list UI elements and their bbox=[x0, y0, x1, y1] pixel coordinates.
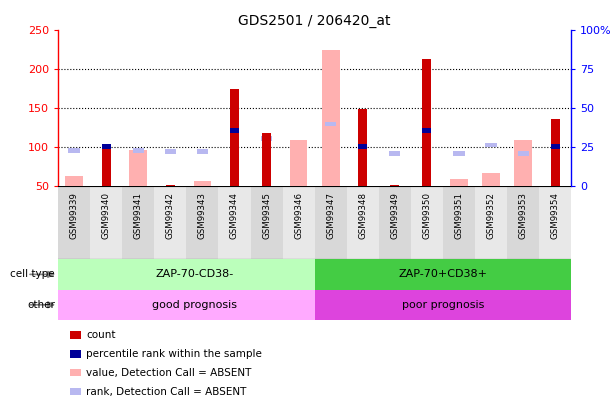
Bar bbox=[325, 122, 336, 126]
Bar bbox=[482, 173, 500, 186]
Bar bbox=[390, 185, 400, 186]
Bar bbox=[165, 149, 176, 153]
Bar bbox=[475, 186, 507, 259]
Text: GSM99341: GSM99341 bbox=[134, 192, 143, 239]
Bar bbox=[443, 186, 475, 259]
Bar bbox=[230, 89, 239, 186]
Bar bbox=[518, 151, 529, 156]
Text: GSM99343: GSM99343 bbox=[198, 192, 207, 239]
Bar bbox=[90, 186, 122, 259]
Text: rank, Detection Call = ABSENT: rank, Detection Call = ABSENT bbox=[86, 386, 246, 396]
Bar bbox=[219, 186, 251, 259]
Text: GSM99348: GSM99348 bbox=[358, 192, 367, 239]
Bar bbox=[101, 147, 111, 186]
Bar bbox=[251, 186, 283, 259]
Text: GSM99349: GSM99349 bbox=[390, 192, 400, 239]
Bar bbox=[315, 186, 347, 259]
Text: GSM99340: GSM99340 bbox=[101, 192, 111, 239]
Text: GSM99346: GSM99346 bbox=[294, 192, 303, 239]
Bar bbox=[155, 186, 186, 259]
Text: value, Detection Call = ABSENT: value, Detection Call = ABSENT bbox=[86, 368, 252, 378]
Text: percentile rank within the sample: percentile rank within the sample bbox=[86, 349, 262, 359]
Bar bbox=[358, 144, 367, 149]
Bar bbox=[551, 144, 560, 149]
Text: GSM99339: GSM99339 bbox=[70, 192, 79, 239]
Bar bbox=[133, 148, 144, 153]
Bar bbox=[389, 151, 400, 156]
Bar bbox=[347, 186, 379, 259]
Text: GSM99353: GSM99353 bbox=[519, 192, 528, 239]
Bar bbox=[507, 186, 540, 259]
Bar bbox=[194, 181, 211, 186]
Text: count: count bbox=[86, 330, 115, 340]
Bar bbox=[68, 148, 79, 153]
Bar bbox=[65, 176, 83, 186]
Text: other: other bbox=[27, 300, 55, 310]
Bar bbox=[130, 150, 147, 186]
Bar bbox=[551, 119, 560, 186]
Bar bbox=[262, 132, 271, 186]
Bar bbox=[358, 109, 367, 186]
Bar bbox=[411, 186, 443, 259]
Text: ZAP-70-CD38-: ZAP-70-CD38- bbox=[155, 269, 233, 279]
Text: GSM99347: GSM99347 bbox=[326, 192, 335, 239]
Text: GSM99350: GSM99350 bbox=[422, 192, 431, 239]
Bar bbox=[453, 151, 464, 156]
Bar bbox=[122, 186, 155, 259]
Text: cell type: cell type bbox=[10, 269, 55, 279]
Bar bbox=[315, 259, 571, 290]
Bar bbox=[422, 59, 431, 186]
Bar bbox=[261, 136, 272, 141]
Text: ZAP-70+CD38+: ZAP-70+CD38+ bbox=[398, 269, 488, 279]
Bar bbox=[315, 290, 571, 320]
Text: good prognosis: good prognosis bbox=[152, 300, 237, 310]
Bar bbox=[514, 139, 532, 186]
Text: GSM99342: GSM99342 bbox=[166, 192, 175, 239]
Bar bbox=[58, 259, 315, 290]
Text: poor prognosis: poor prognosis bbox=[402, 300, 484, 310]
Bar bbox=[322, 50, 340, 186]
Title: GDS2501 / 206420_at: GDS2501 / 206420_at bbox=[238, 14, 391, 28]
Bar bbox=[540, 186, 571, 259]
Text: GSM99344: GSM99344 bbox=[230, 192, 239, 239]
Bar bbox=[58, 290, 315, 320]
Bar bbox=[166, 185, 175, 186]
Bar bbox=[290, 139, 307, 186]
Bar bbox=[101, 144, 111, 149]
Bar bbox=[197, 149, 208, 153]
Bar bbox=[379, 186, 411, 259]
Text: GSM99345: GSM99345 bbox=[262, 192, 271, 239]
Bar bbox=[450, 179, 468, 186]
Text: GSM99352: GSM99352 bbox=[486, 192, 496, 239]
Bar bbox=[186, 186, 219, 259]
Bar bbox=[230, 128, 239, 132]
Text: GSM99354: GSM99354 bbox=[551, 192, 560, 239]
Bar bbox=[486, 143, 497, 147]
Bar bbox=[283, 186, 315, 259]
Bar bbox=[58, 186, 90, 259]
Bar bbox=[422, 128, 431, 132]
Text: GSM99351: GSM99351 bbox=[455, 192, 464, 239]
